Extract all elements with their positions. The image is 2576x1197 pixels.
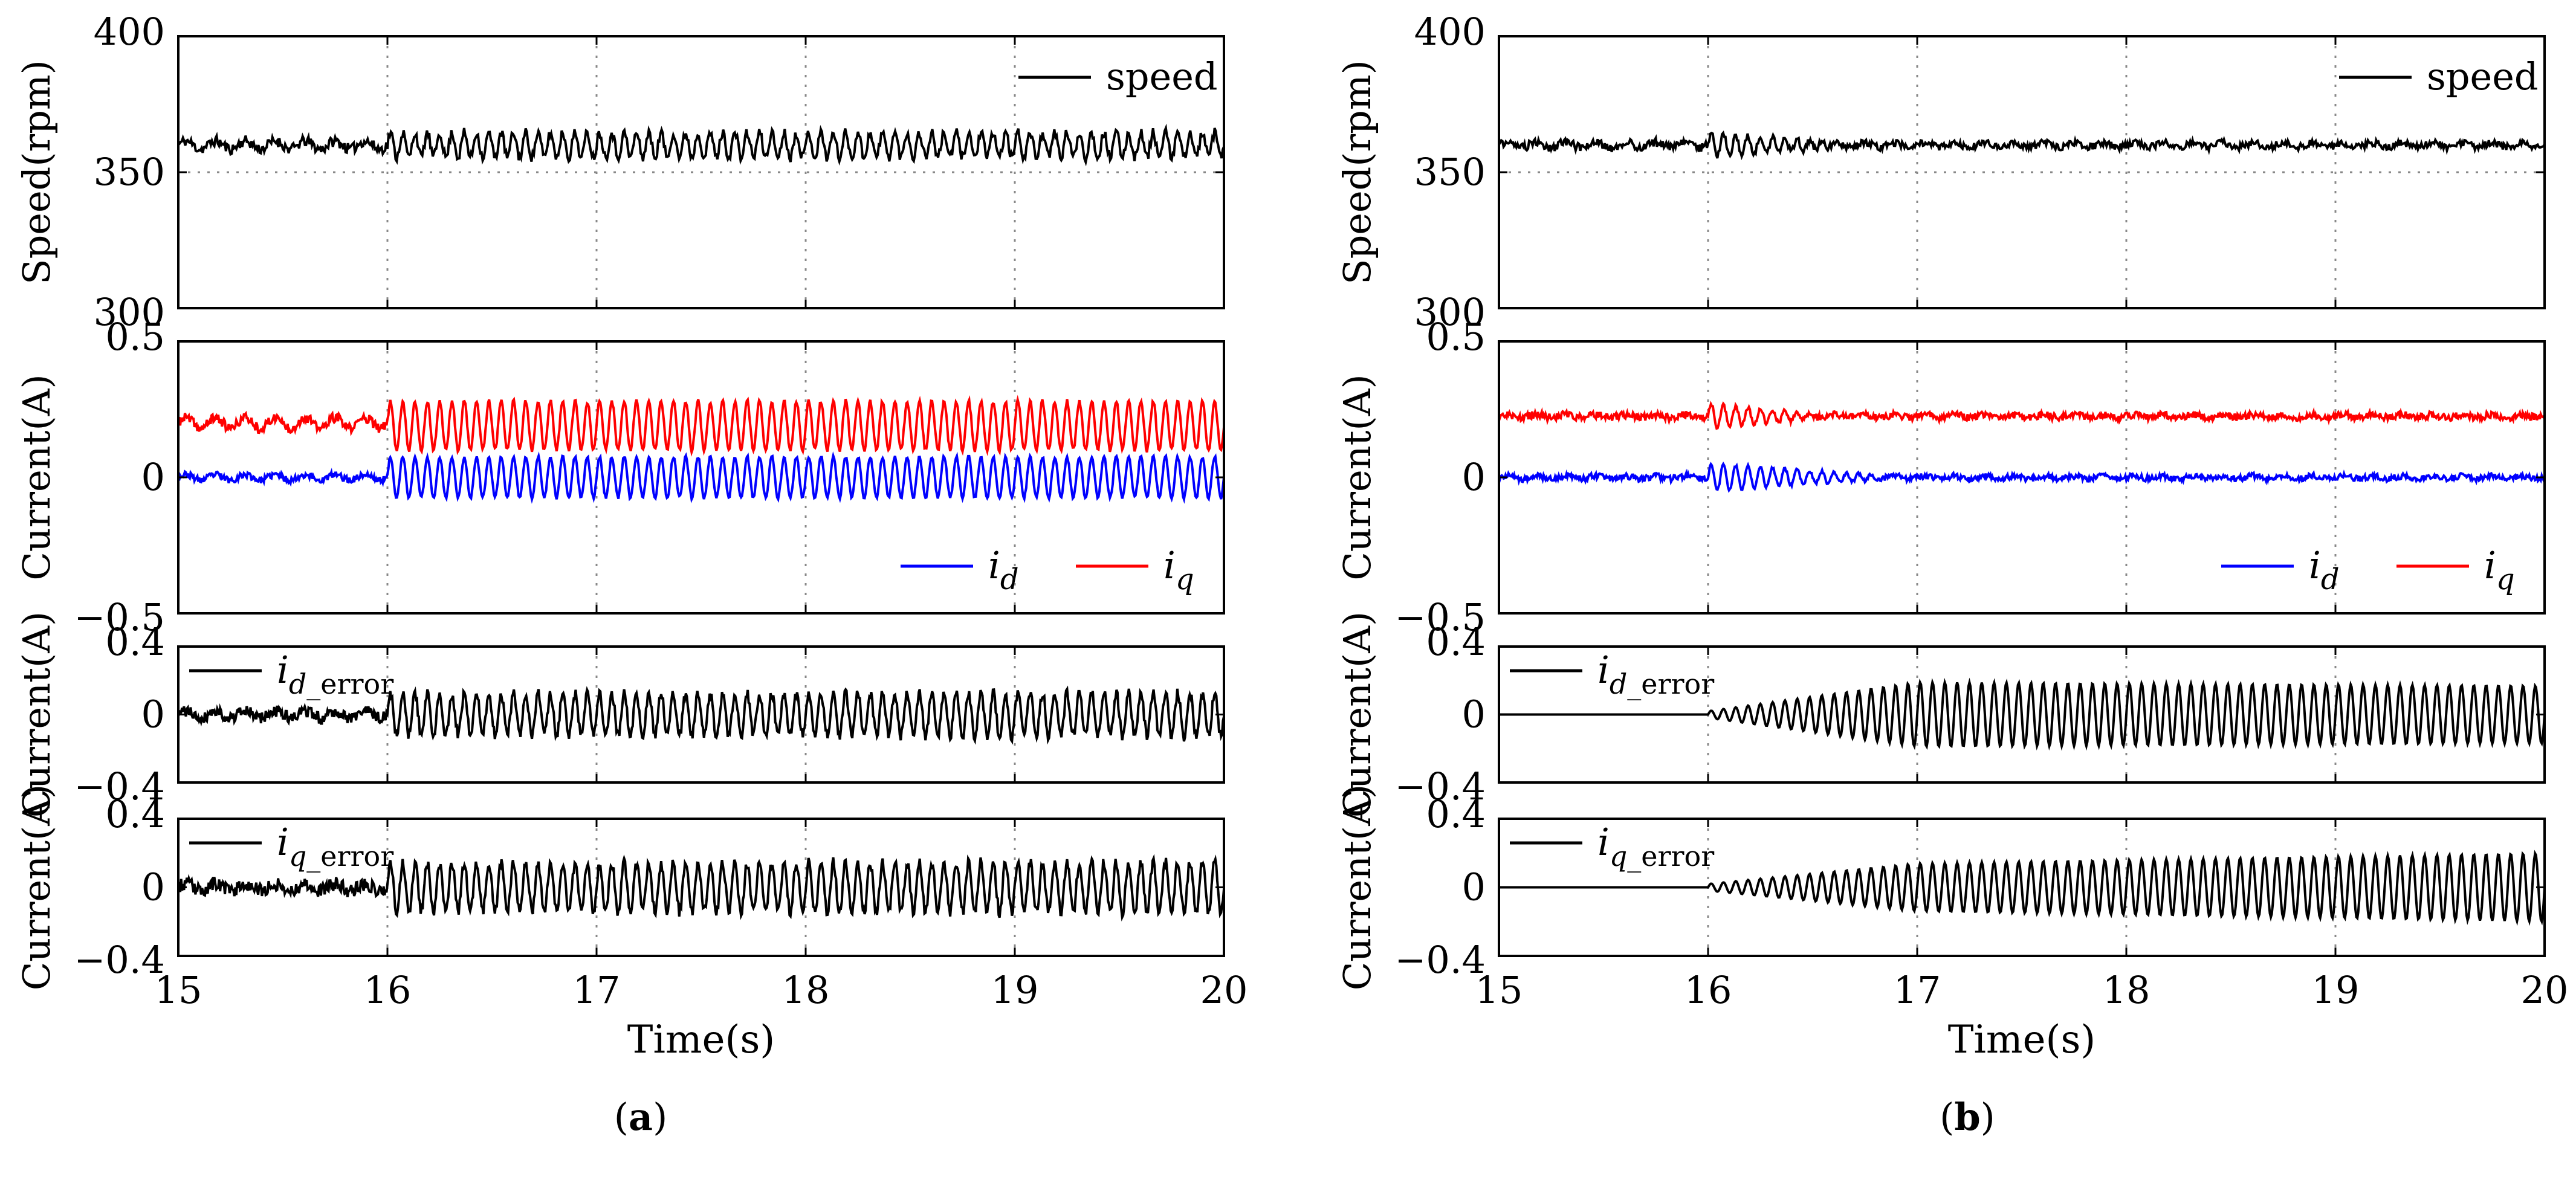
- subplot-b-4: −0.4 0 0.4 Current(A) iq_error 15 16 17 18 19 20 Ti…: [1335, 784, 2568, 1062]
- y-tick-label: 350: [1414, 150, 1486, 194]
- legend-label-i-d: id: [988, 543, 1019, 596]
- legend-label-speed: speed: [2427, 54, 2539, 98]
- series-line-i-d-error: [1499, 677, 2545, 751]
- y-axis-label: Current(A): [1335, 784, 1379, 990]
- y-tick-label: 400: [94, 10, 165, 54]
- y-tick-label: 0.4: [1426, 620, 1486, 664]
- y-axis-label: Current(A): [1335, 374, 1379, 580]
- legend-label-i-d: id: [2309, 543, 2340, 596]
- legend-label-i-d-error: id_error: [1597, 648, 1714, 700]
- y-tick-label: 0: [1462, 692, 1486, 737]
- subplot-a-3: −0.4 0 0.4 Current(A) id_error: [15, 611, 1225, 818]
- series-line-i-q: [178, 395, 1224, 457]
- y-tick-label: 0.5: [1426, 315, 1486, 359]
- y-tick-label: 0: [141, 865, 165, 909]
- series-line-i-q: [1499, 401, 2545, 430]
- x-axis-label: Time(s): [627, 1018, 775, 1062]
- y-tick-label: 0: [1462, 455, 1486, 499]
- y-axis-label: Current(A): [15, 611, 59, 818]
- x-tick-label: 15: [1475, 968, 1523, 1012]
- series-line-i-q-error: [178, 854, 1224, 922]
- y-tick-label: 300: [1414, 290, 1486, 334]
- y-tick-label: 0: [141, 692, 165, 737]
- y-tick-label: 300: [94, 290, 165, 334]
- y-tick-label: −0.5: [1394, 595, 1486, 639]
- legend-label-i-q-error: iq_error: [277, 820, 393, 873]
- y-axis-label: Current(A): [15, 374, 59, 580]
- subplot-b-2: −0.5 0 0.5 Current(A) id iq: [1335, 315, 2546, 639]
- x-tick-label: 19: [991, 968, 1039, 1012]
- subplot-b-3: −0.4 0 0.4 Current(A) id_error: [1335, 611, 2546, 818]
- legend-label-speed: speed: [1106, 54, 1218, 98]
- y-axis-label: Speed(rpm): [15, 60, 59, 285]
- y-tick-label: 0.5: [105, 315, 165, 359]
- panel-caption-b: (b): [1940, 1095, 1995, 1139]
- y-tick-label: 400: [1414, 10, 1486, 54]
- x-tick-label: 17: [1894, 968, 1941, 1012]
- subplot-b-1: 300 350 400 Speed(rpm) speed: [1335, 10, 2546, 334]
- y-axis-label: Speed(rpm): [1335, 60, 1379, 285]
- series-line-i-d: [178, 451, 1224, 504]
- subplot-a-1: 300 350 400 Speed(rpm) speed: [15, 10, 1225, 334]
- legend-label-i-d-error: id_error: [277, 648, 393, 700]
- panel-b: 300 350 400 Speed(rpm) speed −0.5 0 0.5 Current(…: [1335, 10, 2568, 1139]
- x-tick-label: 19: [2312, 968, 2360, 1012]
- legend-label-i-q: iq: [1163, 543, 1194, 596]
- series-line-i-q-error: [1499, 850, 2545, 926]
- subplot-a-2: −0.5 0 0.5 Current(A) id iq: [15, 315, 1225, 639]
- y-tick-label: 0.4: [1426, 792, 1486, 836]
- y-tick-label: 0: [1462, 865, 1486, 909]
- y-tick-label: 0.4: [105, 620, 165, 664]
- y-tick-label: −0.4: [74, 764, 165, 808]
- series-line-i-d-error: [178, 685, 1224, 745]
- y-tick-label: −0.4: [1394, 938, 1486, 982]
- x-tick-label: 20: [1200, 968, 1248, 1012]
- y-tick-label: 0: [141, 455, 165, 499]
- x-tick-label: 18: [2103, 968, 2150, 1012]
- y-tick-label: 350: [94, 150, 165, 194]
- panel-caption-a: (a): [614, 1095, 668, 1139]
- x-tick-label: 15: [155, 968, 202, 1012]
- subplot-a-4: −0.4 0 0.4 Current(A) iq_error 15 16 17 18 19 20 Ti…: [15, 784, 1248, 1062]
- x-tick-label: 17: [573, 968, 621, 1012]
- y-tick-label: −0.5: [74, 595, 165, 639]
- y-tick-label: −0.4: [1394, 764, 1486, 808]
- series-line-i-d: [1499, 461, 2545, 493]
- y-tick-label: −0.4: [74, 938, 165, 982]
- y-axis-label: Current(A): [1335, 611, 1379, 818]
- series-line-speed: [1499, 131, 2545, 160]
- x-tick-label: 16: [1684, 968, 1732, 1012]
- legend-label-i-q: iq: [2484, 543, 2515, 596]
- x-tick-label: 20: [2521, 968, 2569, 1012]
- x-axis-label: Time(s): [1948, 1018, 2096, 1062]
- legend-label-i-q-error: iq_error: [1597, 820, 1714, 873]
- y-axis-label: Current(A): [15, 784, 59, 990]
- y-tick-label: 0.4: [105, 792, 165, 836]
- x-tick-label: 16: [364, 968, 412, 1012]
- series-line-speed: [178, 123, 1224, 167]
- panel-a: 300 350 400 Speed(rpm) speed −0.5 0 0.5 Current(…: [15, 10, 1248, 1139]
- x-tick-label: 18: [782, 968, 830, 1012]
